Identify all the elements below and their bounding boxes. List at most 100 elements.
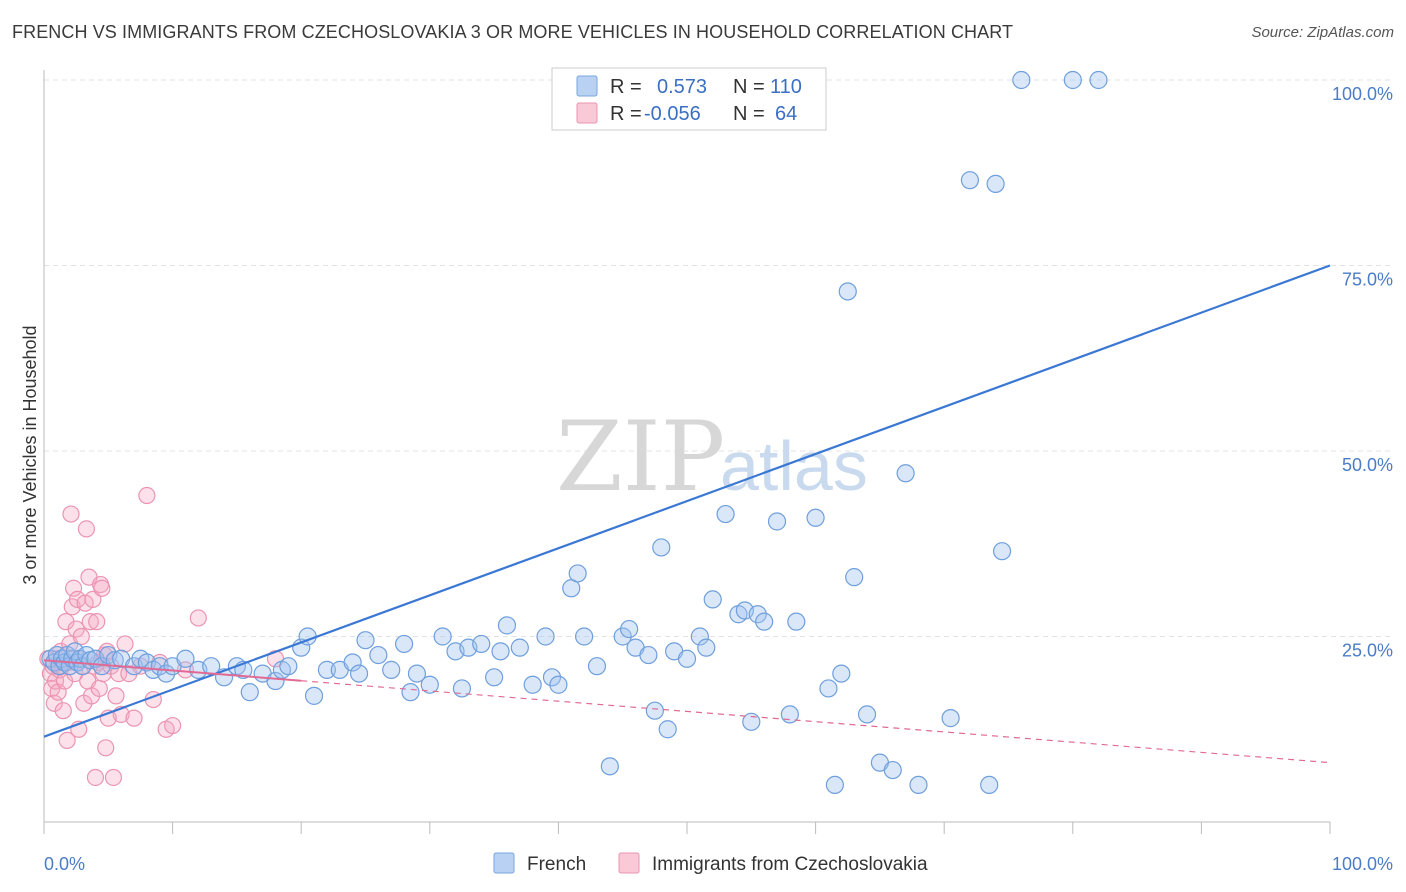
czech-point xyxy=(116,635,134,653)
french-point xyxy=(838,282,857,301)
czech-point xyxy=(64,579,83,597)
french-point xyxy=(780,705,799,724)
czech-point xyxy=(86,768,105,787)
y-tick-label-50: 50.0% xyxy=(1342,455,1393,475)
french-point xyxy=(960,171,980,190)
french-point xyxy=(407,664,427,683)
french-point xyxy=(1089,70,1108,90)
french-point xyxy=(652,538,671,557)
legend-box xyxy=(551,67,827,131)
french-point xyxy=(266,671,285,691)
legend-n-value-czech: 64 xyxy=(775,103,797,125)
czech-point xyxy=(104,768,123,787)
bottom-legend-label-czech: Immigrants from Czechoslovakia xyxy=(652,854,928,875)
french-point xyxy=(658,720,677,739)
french-point xyxy=(369,645,388,665)
french-point xyxy=(600,757,619,776)
czech-point xyxy=(58,731,76,749)
french-point xyxy=(587,657,607,676)
source-label: Source: ZipAtlas.com xyxy=(1251,24,1394,41)
french-point xyxy=(748,605,767,624)
french-point xyxy=(568,564,587,583)
french-point xyxy=(240,683,259,702)
french-point xyxy=(394,634,414,654)
french-point xyxy=(806,508,825,527)
french-point xyxy=(883,760,902,780)
y-tick-label-100: 100.0% xyxy=(1332,84,1393,104)
french-point xyxy=(523,675,542,694)
french-point xyxy=(613,627,632,646)
chart-title: FRENCH VS IMMIGRANTS FROM CZECHOSLOVAKIA… xyxy=(12,22,1014,42)
czech-point xyxy=(138,486,156,505)
series-czech-points xyxy=(39,486,285,787)
french-point xyxy=(909,775,928,795)
czech-point xyxy=(62,505,80,523)
watermark-zip: ZIP xyxy=(556,401,725,513)
legend-r-value-french: 0.573 xyxy=(657,76,707,98)
bottom-legend-label-french: French xyxy=(527,854,586,875)
french-point xyxy=(485,668,504,687)
french-point xyxy=(356,631,375,650)
french-point xyxy=(536,627,555,646)
czech-point xyxy=(90,679,108,698)
trend-line-czech xyxy=(43,659,302,682)
x-axis-ticks xyxy=(43,822,1331,834)
french-point xyxy=(832,664,851,683)
trend-line-french xyxy=(43,264,1331,738)
french-point xyxy=(767,512,787,531)
french-point xyxy=(575,627,594,646)
czech-point xyxy=(107,687,125,705)
french-point xyxy=(896,464,915,483)
legend-n-label-french: N = xyxy=(733,76,765,98)
czech-point xyxy=(72,627,90,646)
french-point xyxy=(716,504,735,524)
french-point xyxy=(941,709,960,728)
french-point xyxy=(176,649,195,668)
czech-point xyxy=(164,716,182,735)
trend-lines xyxy=(43,264,1331,764)
legend-r-label-czech: R = xyxy=(610,103,642,125)
french-point xyxy=(349,664,369,683)
french-point xyxy=(510,638,529,657)
french-point xyxy=(105,651,124,670)
y-tick-label-25: 25.0% xyxy=(1342,641,1393,661)
watermark-atlas: atlas xyxy=(720,427,868,505)
x-tick-label-100: 100.0% xyxy=(1332,854,1393,874)
french-point xyxy=(279,657,298,676)
grid-lines xyxy=(44,79,1393,637)
french-point xyxy=(690,627,709,646)
czech-point xyxy=(54,702,72,720)
french-point xyxy=(819,679,838,698)
correlation-legend: R = 0.573 N = 110 R = -0.056 N = 64 xyxy=(551,67,827,131)
czech-point xyxy=(84,590,102,609)
french-point xyxy=(1012,70,1031,90)
bottom-legend-swatch-french xyxy=(493,852,515,874)
french-point xyxy=(433,627,452,646)
czech-point xyxy=(81,613,99,631)
french-point xyxy=(825,775,844,795)
y-axis-label: 3 or more Vehicles in Household xyxy=(20,325,40,584)
french-point xyxy=(1063,70,1082,90)
french-point xyxy=(645,701,664,720)
french-point xyxy=(986,174,1005,193)
french-point xyxy=(497,616,517,635)
czech-point xyxy=(88,613,106,631)
trend-line-czech-extension xyxy=(301,680,1331,764)
french-point xyxy=(620,619,639,639)
legend-n-value-french: 110 xyxy=(770,76,802,98)
french-point xyxy=(677,649,697,668)
french-point xyxy=(992,542,1012,561)
czech-point xyxy=(97,739,115,757)
french-point xyxy=(401,683,420,702)
legend-swatch-french xyxy=(576,75,598,97)
legend-r-label-french: R = xyxy=(610,76,642,98)
french-point xyxy=(755,612,774,631)
french-point xyxy=(542,668,562,687)
legend-swatch-czech xyxy=(576,102,598,124)
czech-point xyxy=(93,579,111,597)
french-point xyxy=(343,653,362,672)
czech-point xyxy=(46,672,65,690)
french-point xyxy=(549,675,568,694)
french-point xyxy=(491,642,510,661)
x-tick-label-0: 0.0% xyxy=(44,854,85,874)
